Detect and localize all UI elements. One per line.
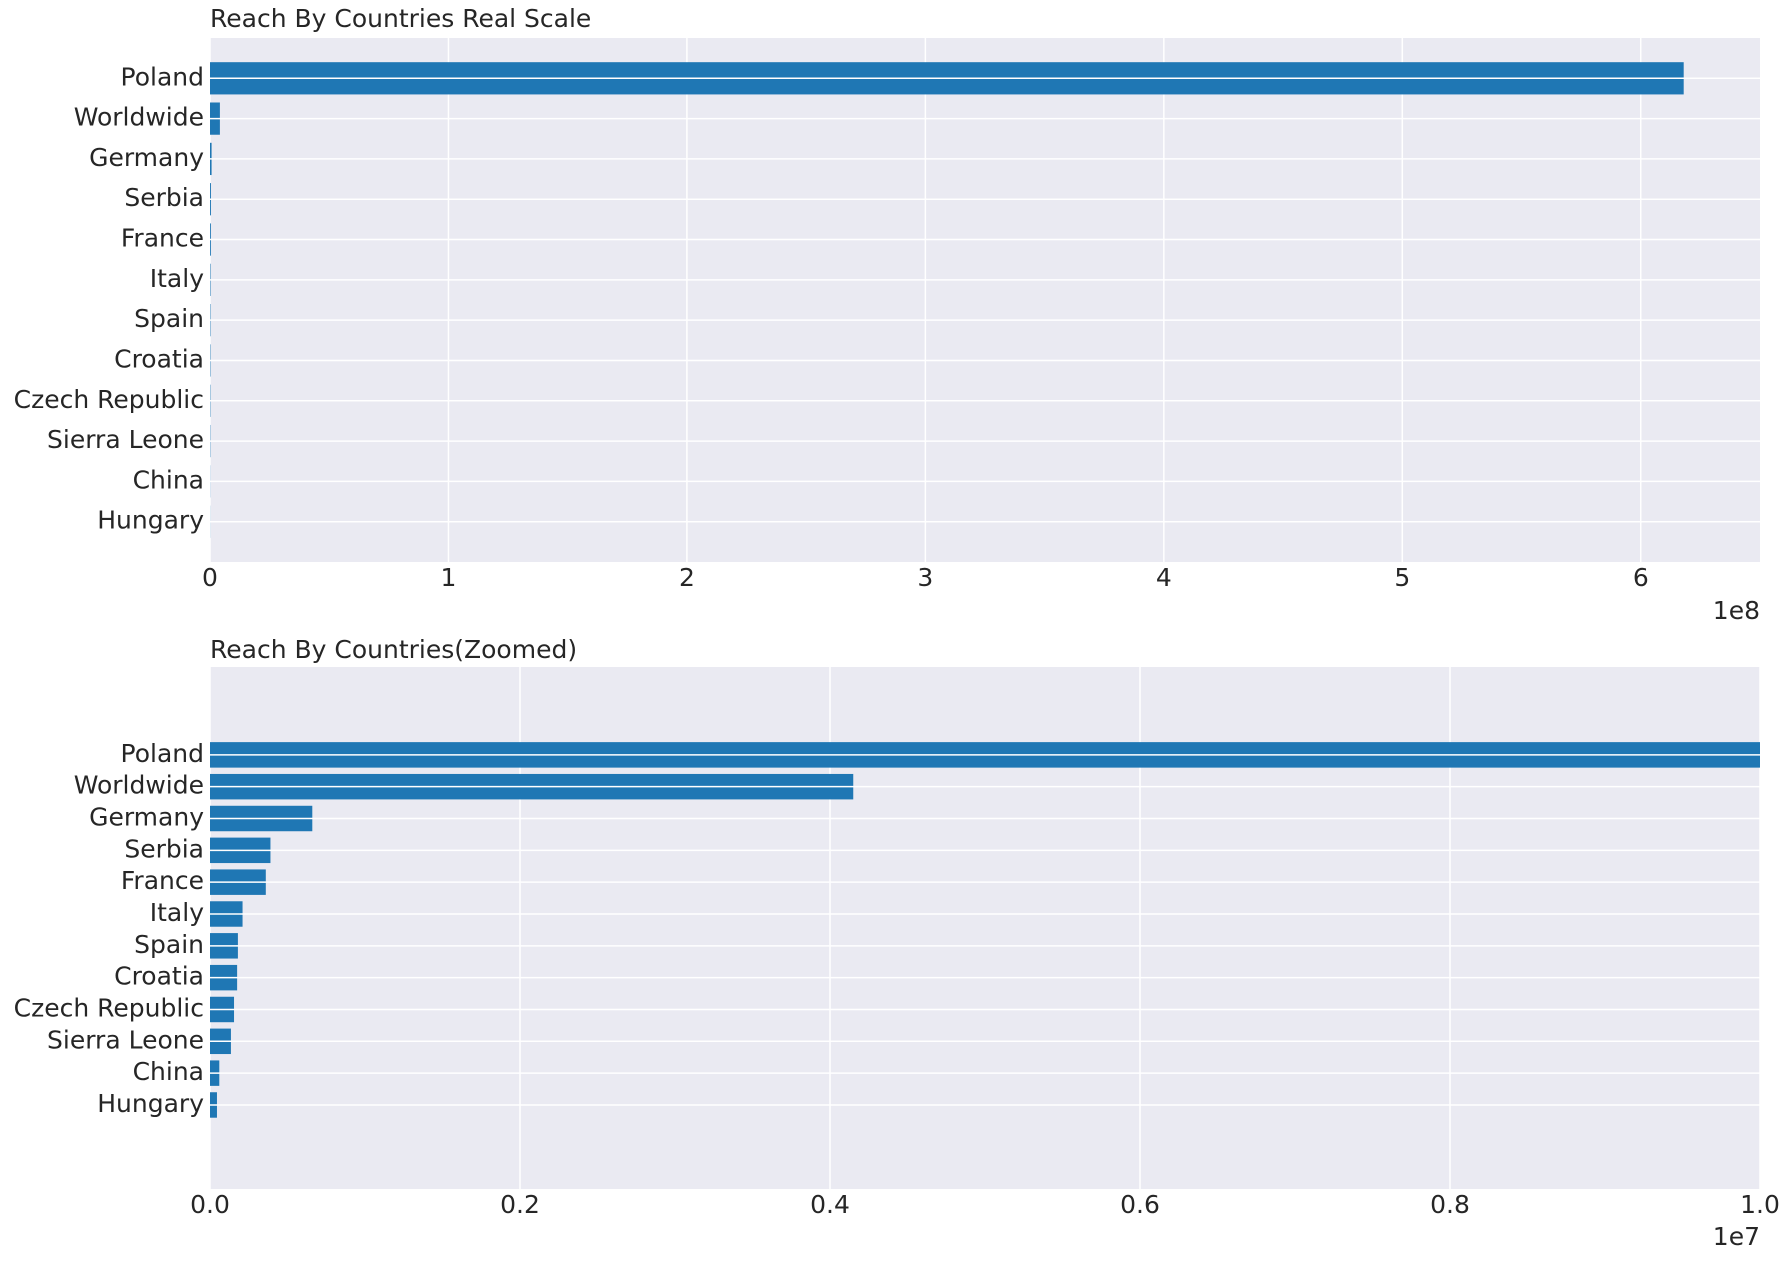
y-tick-label: Poland	[121, 739, 204, 768]
y-tick-label: Serbia	[124, 183, 204, 212]
x-tick-label: 0.4	[810, 1190, 850, 1219]
y-tick-label: Croatia	[114, 962, 204, 991]
y-tick-label: Germany	[89, 803, 204, 832]
x-tick-label: 2	[679, 563, 695, 592]
plot-background	[210, 38, 1760, 562]
x-tick-label: 6	[1633, 563, 1649, 592]
y-tick-label: Italy	[150, 264, 204, 293]
y-tick-label: Czech Republic	[14, 385, 204, 414]
x-offset-label: 1e7	[1713, 1222, 1760, 1251]
y-tick-label: France	[121, 224, 204, 253]
y-tick-label: Worldwide	[74, 771, 204, 800]
y-tick-label: Worldwide	[74, 103, 204, 132]
y-tick-label: China	[133, 1057, 204, 1086]
y-tick-label: Serbia	[124, 834, 204, 863]
x-tick-label: 4	[1156, 563, 1172, 592]
chart-title: Reach By Countries(Zoomed)	[210, 635, 577, 664]
x-tick-label: 0.6	[1120, 1190, 1160, 1219]
y-tick-label: Poland	[121, 62, 204, 91]
x-tick-label: 0.0	[190, 1190, 230, 1219]
x-offset-label: 1e8	[1713, 596, 1760, 625]
y-tick-label: Germany	[89, 143, 204, 172]
chart-title: Reach By Countries Real Scale	[210, 4, 591, 33]
x-tick-label: 0	[202, 563, 218, 592]
x-tick-label: 1.0	[1740, 1190, 1780, 1219]
y-tick-label: Sierra Leone	[47, 425, 204, 454]
y-tick-label: Hungary	[97, 506, 204, 535]
y-tick-label: Czech Republic	[14, 993, 204, 1022]
y-tick-label: Spain	[134, 304, 204, 333]
x-tick-label: 0.8	[1430, 1190, 1470, 1219]
y-tick-label: Hungary	[97, 1089, 204, 1118]
y-tick-label: Italy	[150, 898, 204, 927]
y-tick-label: Spain	[134, 930, 204, 959]
x-tick-label: 0.2	[500, 1190, 540, 1219]
y-tick-label: China	[133, 465, 204, 494]
x-tick-label: 1	[441, 563, 457, 592]
y-tick-label: France	[121, 866, 204, 895]
x-tick-label: 5	[1394, 563, 1410, 592]
x-tick-label: 3	[917, 563, 933, 592]
y-tick-label: Sierra Leone	[47, 1025, 204, 1054]
y-tick-label: Croatia	[114, 344, 204, 373]
